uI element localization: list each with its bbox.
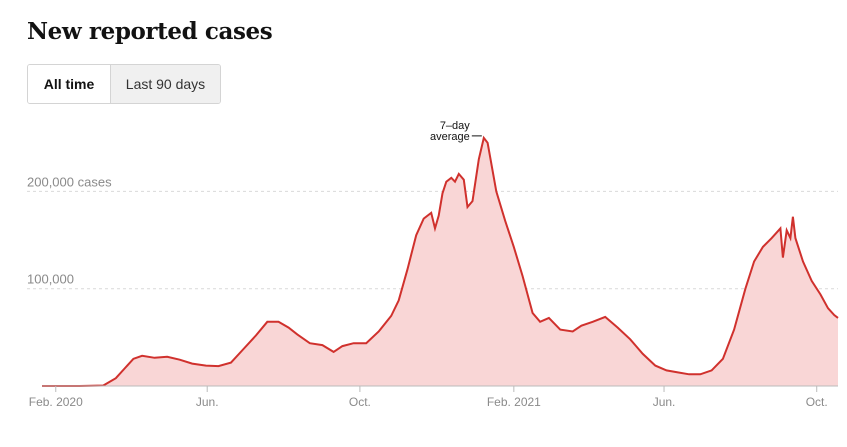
last-90-days-button[interactable]: Last 90 days: [110, 65, 220, 103]
chart-title: New reported cases: [27, 18, 273, 45]
y-tick-label-0: 200,000 cases: [27, 174, 112, 189]
all-time-button[interactable]: All time: [28, 65, 110, 103]
annotation-line-2: average: [430, 131, 470, 143]
cases-area: [42, 137, 838, 386]
x-tick-label-2: Oct.: [349, 395, 371, 409]
y-axis-labels: 200,000 cases 100,000: [27, 174, 112, 286]
x-tick-label-3: Feb. 2021: [487, 395, 541, 409]
y-tick-label-1: 100,000: [27, 272, 74, 287]
x-tick-label-1: Jun.: [196, 395, 219, 409]
seven-day-average-line: [42, 135, 839, 387]
time-range-toggle: All time Last 90 days: [27, 64, 221, 104]
annotation-line-1: 7–day: [440, 120, 470, 132]
x-axis: Feb. 2020 Jun. Oct. Feb. 2021 Jun. Oct.: [29, 385, 838, 409]
x-tick-label-0: Feb. 2020: [29, 395, 83, 409]
x-tick-label-5: Oct.: [806, 395, 828, 409]
x-tick-label-4: Jun.: [653, 395, 676, 409]
